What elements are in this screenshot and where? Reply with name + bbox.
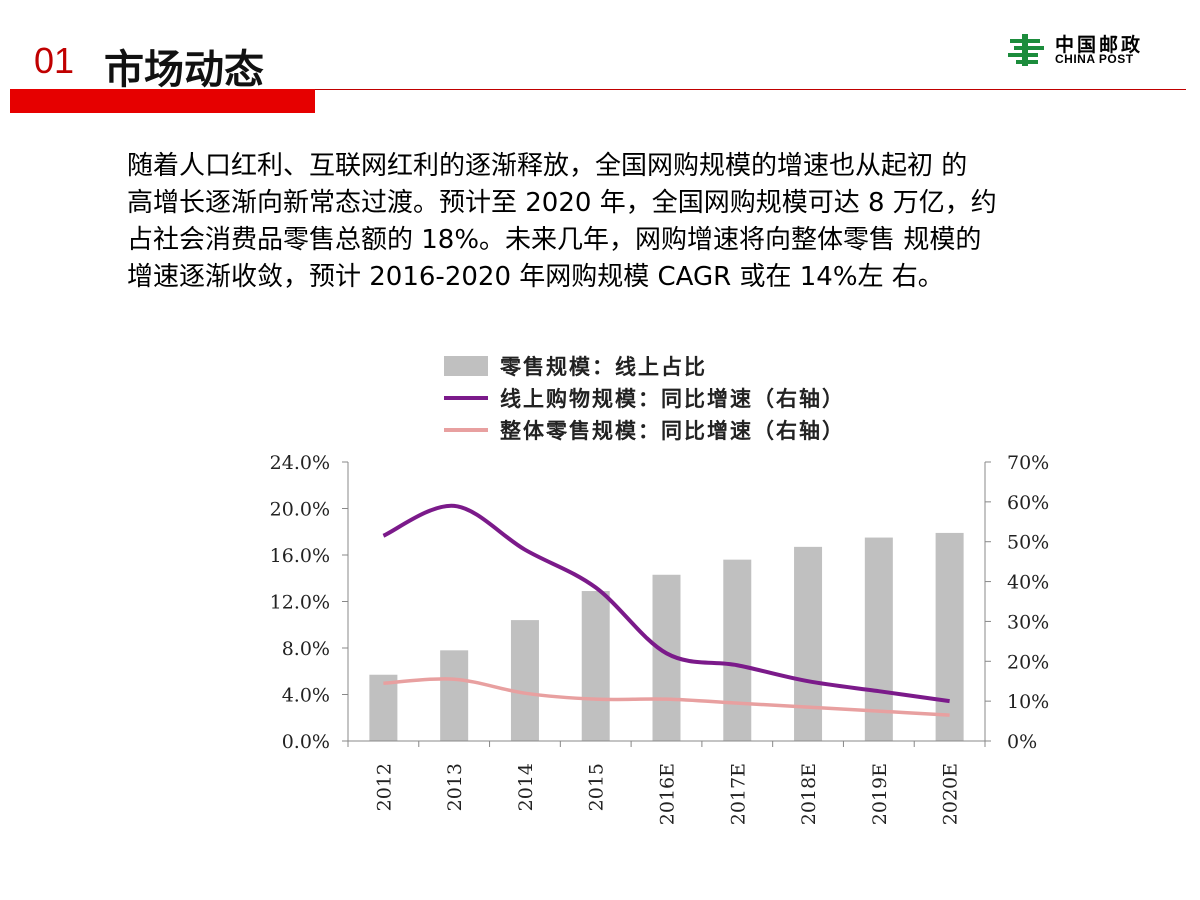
- logo-chinese-text: 中国邮政: [1055, 34, 1144, 56]
- x-tick-label: 2012: [373, 763, 395, 811]
- left-tick-label: 24.0%: [270, 452, 330, 474]
- x-tick-label: 2018E: [798, 763, 820, 825]
- china-post-logo: 中国邮政 CHINA POST: [1008, 30, 1168, 70]
- paragraph-line: 随着人口红利、互联网红利的逐渐释放，全国网购规模的增速也从起初 的: [127, 151, 968, 181]
- x-tick-label: 2014: [515, 763, 537, 811]
- bar-2020E: [935, 532, 964, 741]
- china-post-emblem-icon: [1008, 34, 1044, 66]
- legend-label: 零售规模：线上占比: [499, 355, 707, 379]
- intro-paragraph: 随着人口红利、互联网红利的逐渐释放，全国网购规模的增速也从起初 的 高增长逐渐向…: [127, 148, 1117, 296]
- paragraph-line: 占社会消费品零售总额的 18%。未来几年，网购增速将向整体零售 规模的: [127, 225, 982, 255]
- right-tick-label: 50%: [1007, 532, 1049, 554]
- right-tick-label: 70%: [1007, 452, 1049, 474]
- left-tick-label: 12.0%: [270, 592, 330, 614]
- left-tick-label: 4.0%: [282, 685, 330, 707]
- paragraph-line: 增速逐渐收敛，预计 2016-2020 年网购规模 CAGR 或在 14%左 右…: [127, 262, 944, 292]
- bar-2013: [440, 650, 469, 741]
- title-rule: [314, 89, 1186, 90]
- paragraph-line: 高增长逐渐向新常态过渡。预计至 2020 年，全国网购规模可达 8 万亿，约: [127, 188, 997, 218]
- title-accent-bar: [10, 89, 315, 113]
- right-tick-label: 20%: [1007, 651, 1049, 673]
- online-shopping-growth-line: [382, 503, 950, 704]
- x-tick-label: 2013: [444, 763, 466, 811]
- x-tick-label: 2019E: [869, 763, 891, 825]
- right-tick-label: 40%: [1007, 572, 1049, 594]
- bar-2014: [510, 620, 539, 741]
- section-number: 01: [34, 40, 75, 81]
- legend-bar-swatch: [444, 356, 488, 376]
- x-tick-label: 2020E: [940, 763, 962, 825]
- x-tick-label: 2015: [586, 763, 608, 811]
- left-tick-label: 8.0%: [282, 638, 330, 660]
- right-tick-label: 0%: [1007, 731, 1037, 753]
- bar-2018E: [794, 546, 823, 741]
- x-tick-label: 2017E: [727, 763, 749, 825]
- logo-english-text: CHINA POST: [1055, 52, 1134, 66]
- bar-2015: [581, 591, 610, 741]
- left-tick-label: 0.0%: [282, 731, 330, 753]
- bar-2019E: [864, 537, 893, 741]
- left-tick-label: 20.0%: [270, 499, 330, 521]
- legend-label: 整体零售规模：同比增速（右轴）: [500, 419, 845, 443]
- right-tick-label: 10%: [1007, 691, 1049, 713]
- right-tick-label: 60%: [1007, 492, 1049, 514]
- bar-2017E: [723, 559, 752, 741]
- x-tick-label: 2016E: [657, 763, 679, 825]
- bar-2012: [369, 674, 398, 741]
- left-tick-label: 16.0%: [270, 545, 330, 567]
- total-retail-growth-line: [383, 677, 950, 717]
- page-title: 市场动态: [104, 47, 264, 93]
- right-tick-label: 30%: [1007, 611, 1049, 633]
- legend-label: 线上购物规模：同比增速（右轴）: [500, 387, 845, 411]
